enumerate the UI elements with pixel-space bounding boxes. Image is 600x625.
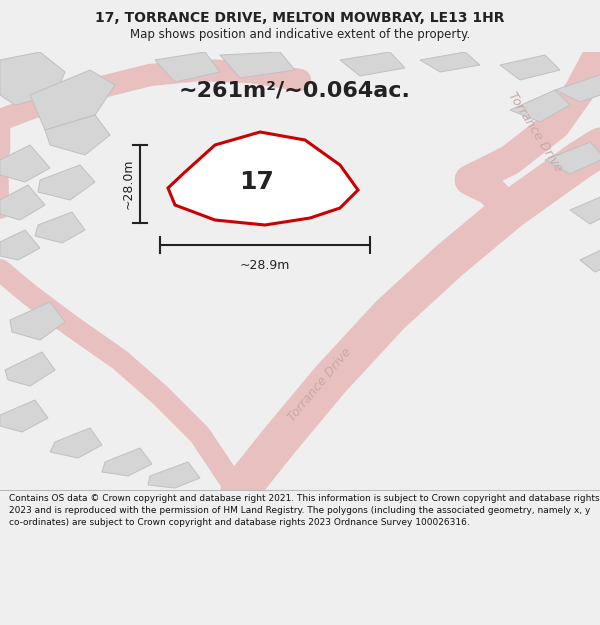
Polygon shape	[45, 115, 110, 155]
Polygon shape	[510, 90, 570, 122]
Polygon shape	[148, 462, 200, 488]
Polygon shape	[168, 132, 358, 225]
Polygon shape	[545, 142, 600, 174]
Polygon shape	[340, 52, 405, 76]
Text: Torrance Drive: Torrance Drive	[505, 90, 565, 174]
Text: ~28.0m: ~28.0m	[121, 159, 134, 209]
Text: ~28.9m: ~28.9m	[240, 259, 290, 272]
Text: Torrance Drive: Torrance Drive	[286, 346, 355, 424]
Polygon shape	[0, 230, 40, 260]
Polygon shape	[102, 448, 152, 476]
Polygon shape	[0, 52, 65, 105]
Polygon shape	[5, 352, 55, 386]
Text: Contains OS data © Crown copyright and database right 2021. This information is : Contains OS data © Crown copyright and d…	[9, 494, 599, 527]
Polygon shape	[30, 70, 115, 130]
Polygon shape	[35, 212, 85, 243]
Polygon shape	[220, 52, 295, 78]
Polygon shape	[500, 55, 560, 80]
Polygon shape	[50, 428, 102, 458]
Polygon shape	[0, 185, 45, 220]
Polygon shape	[38, 165, 95, 200]
Polygon shape	[570, 192, 600, 224]
Polygon shape	[420, 52, 480, 72]
Text: 17, TORRANCE DRIVE, MELTON MOWBRAY, LE13 1HR: 17, TORRANCE DRIVE, MELTON MOWBRAY, LE13…	[95, 11, 505, 26]
Text: ~261m²/~0.064ac.: ~261m²/~0.064ac.	[179, 80, 411, 100]
Text: Map shows position and indicative extent of the property.: Map shows position and indicative extent…	[130, 28, 470, 41]
Polygon shape	[580, 242, 600, 272]
Polygon shape	[555, 75, 600, 102]
Polygon shape	[0, 145, 50, 182]
Polygon shape	[10, 302, 65, 340]
Text: 17: 17	[239, 170, 274, 194]
Polygon shape	[0, 400, 48, 432]
Polygon shape	[155, 52, 220, 82]
